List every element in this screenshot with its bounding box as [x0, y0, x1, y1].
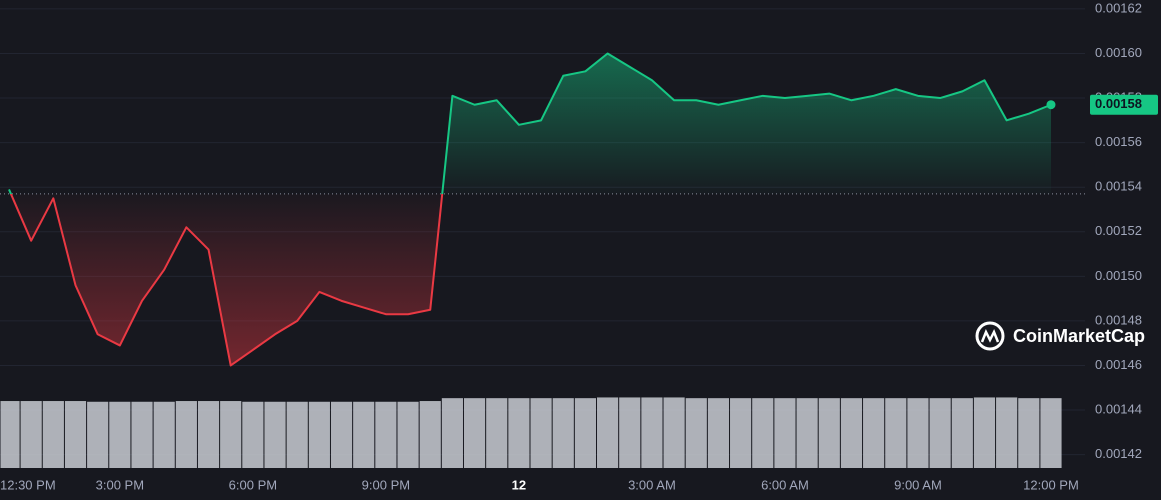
volume-bar [153, 401, 175, 468]
volume-bar [752, 398, 774, 468]
volume-bar [220, 401, 242, 468]
volume-bar [242, 401, 264, 468]
volume-bar [574, 398, 597, 468]
volume-bar [375, 401, 397, 468]
watermark-logo-mark [980, 328, 1000, 343]
y-tick-label: 0.00154 [1095, 179, 1142, 194]
volume-bar [353, 401, 375, 468]
price-badge-label: 0.00158 [1095, 96, 1142, 111]
volume-bar [907, 398, 929, 468]
y-tick-label: 0.00162 [1095, 0, 1142, 15]
volume-bar [109, 401, 131, 468]
volume-bar [397, 401, 419, 468]
volume-bar [885, 398, 907, 468]
volume-bar [197, 401, 220, 468]
x-tick-label: 9:00 AM [894, 477, 942, 492]
volume-bar [0, 401, 20, 468]
x-tick-label: 6:00 AM [761, 477, 809, 492]
volume-bar [996, 397, 1018, 468]
y-tick-label: 0.00152 [1095, 223, 1142, 238]
y-tick-label: 0.00142 [1095, 446, 1142, 461]
volume-bar [330, 401, 353, 468]
x-tick-label: 12 [512, 477, 526, 492]
y-tick-label: 0.00144 [1095, 401, 1142, 416]
volume-bar [1040, 398, 1062, 468]
volume-bar [131, 401, 153, 468]
volume-bar [42, 401, 64, 468]
watermark-text: CoinMarketCap [1013, 326, 1145, 346]
x-tick-label: 3:00 AM [628, 477, 676, 492]
volume-bar [419, 401, 441, 468]
y-tick-label: 0.00156 [1095, 134, 1142, 149]
y-tick-label: 0.00146 [1095, 357, 1142, 372]
volume-bar [641, 397, 663, 468]
volume-bar [818, 398, 840, 468]
volume-bar [796, 398, 818, 468]
x-tick-label: 12:30 PM [0, 477, 56, 492]
x-tick-label: 6:00 PM [229, 477, 277, 492]
last-point [1046, 100, 1056, 110]
watermark: CoinMarketCap [975, 321, 1145, 351]
volume-bar [552, 398, 574, 468]
volume-bar [1018, 398, 1040, 468]
volume-bar [486, 398, 508, 468]
volume-bar [951, 398, 973, 468]
volume-bar [20, 401, 42, 468]
volume-bar [840, 398, 863, 468]
volume-bar [87, 401, 109, 468]
watermark-logo [975, 321, 1005, 351]
volume-bar [774, 398, 796, 468]
x-tick-label: 3:00 PM [96, 477, 144, 492]
volume-bar [530, 398, 552, 468]
volume-bar [973, 397, 996, 468]
area [9, 53, 1051, 366]
volume-bar [463, 398, 486, 468]
volume-bar [175, 401, 197, 468]
volume-bar [929, 398, 951, 468]
y-tick-label: 0.00148 [1095, 312, 1142, 327]
volume-bar [619, 397, 641, 468]
volume-bar [597, 397, 619, 468]
volume-bar [730, 398, 752, 468]
price-line [8, 52, 1052, 367]
volume-bar [663, 397, 685, 468]
volume-bar [707, 398, 730, 468]
volume-bar [863, 398, 885, 468]
volume-bar [685, 398, 707, 468]
volume-bar [64, 401, 87, 468]
y-tick-label: 0.00160 [1095, 45, 1142, 60]
x-tick-label: 12:00 PM [1023, 477, 1079, 492]
volume-bar [308, 401, 330, 468]
x-tick-label: 9:00 PM [362, 477, 410, 492]
price-badge [1090, 94, 1158, 115]
volume-bar [441, 398, 463, 468]
y-tick-label: 0.00150 [1095, 268, 1142, 283]
volume-bar [286, 401, 308, 468]
volume-bar [264, 401, 286, 468]
volume-bar [508, 398, 530, 468]
